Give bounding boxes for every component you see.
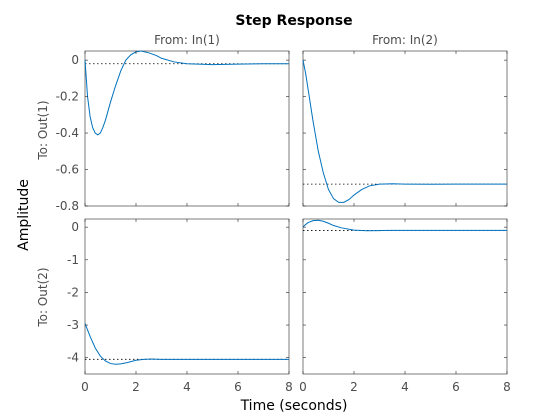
y-tick-label: 0 [71, 220, 79, 234]
response-line-r1c2 [302, 60, 507, 203]
x-tick-label: 6 [452, 380, 460, 394]
row-label-out1: To: Out(1) [36, 100, 50, 160]
x-tick-label: 0 [299, 380, 307, 394]
y-tick-label: -0.8 [56, 199, 79, 213]
response-line-r2c1 [84, 323, 289, 365]
y-tick-label: -0.4 [56, 126, 79, 140]
column-label-in1: From: In(1) [154, 33, 220, 47]
x-tick-label: 8 [285, 380, 293, 394]
y-tick-label: -0.6 [56, 163, 79, 177]
y-tick-label: -0.2 [56, 90, 79, 104]
panel-frame-r2c1 [84, 218, 290, 375]
y-tick-label: -2 [67, 285, 79, 299]
x-tick-label: 2 [132, 380, 140, 394]
column-label-in2: From: In(2) [372, 33, 438, 47]
x-tick-label: 2 [350, 380, 358, 394]
y-axis-label: Amplitude [16, 179, 32, 251]
y-tick-label: -3 [67, 318, 79, 332]
subplot-grid: 0-0.2-0.4-0.6-0.80-1-2-3-40 2 4 6 8 0 2 4 6 8 [56, 50, 511, 394]
x-tick-label: 8 [503, 380, 511, 394]
response-line-r1c1 [84, 50, 289, 136]
response-line-r2c2 [302, 219, 507, 232]
x-tick-label: 4 [401, 380, 409, 394]
y-tick-label: 0 [71, 53, 79, 67]
y-tick-label: -4 [67, 351, 79, 365]
panel-frame-r1c2 [302, 50, 508, 207]
x-axis-label: Time (seconds) [240, 398, 348, 414]
x-tick-label: 4 [183, 380, 191, 394]
panel-frame-r1c1 [84, 50, 290, 207]
panel-frame-r2c2 [302, 218, 508, 375]
x-tick-label: 6 [234, 380, 242, 394]
chart-title: Step Response [235, 13, 352, 29]
y-tick-label: -1 [67, 253, 79, 267]
row-label-out2: To: Out(2) [36, 267, 50, 327]
x-tick-label: 0 [81, 380, 89, 394]
